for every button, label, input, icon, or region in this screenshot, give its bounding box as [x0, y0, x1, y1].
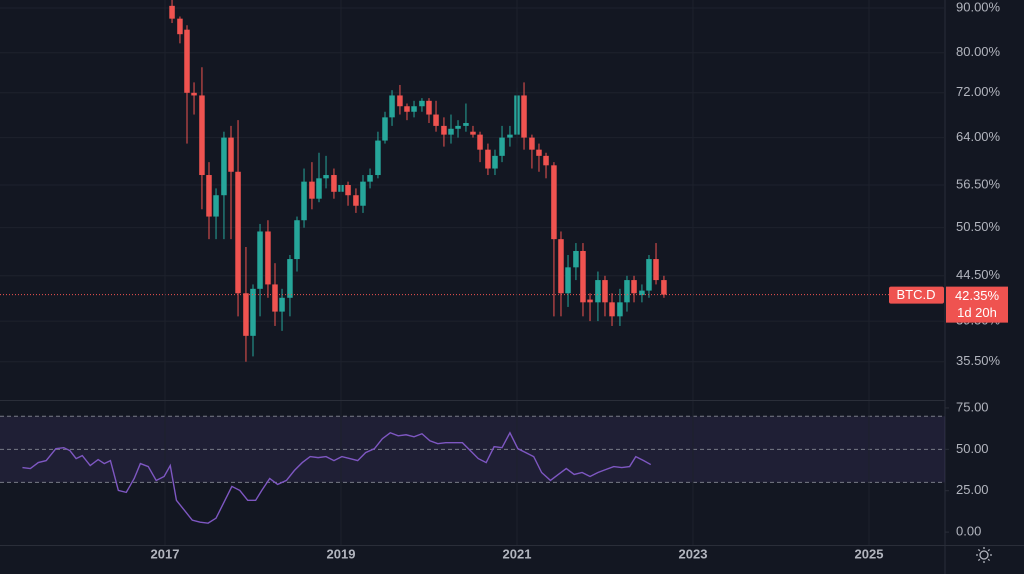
candle-body	[323, 175, 329, 179]
candle-body	[316, 178, 322, 199]
candle-body	[536, 149, 542, 156]
settings-icon[interactable]	[976, 547, 992, 563]
candle-body	[595, 280, 601, 303]
candle-body	[477, 134, 483, 150]
candle-body	[375, 140, 381, 176]
candle-body	[609, 302, 615, 317]
candle-body	[191, 92, 197, 96]
y-tick-label: 44.50%	[956, 267, 1001, 282]
candle-body	[565, 267, 571, 294]
candle-body	[411, 106, 417, 112]
candle-body	[265, 231, 271, 285]
candle-body	[294, 220, 300, 260]
candle-body	[573, 250, 579, 268]
candle-body	[558, 239, 564, 294]
candle-body	[631, 280, 637, 294]
candle-body	[499, 137, 505, 156]
candle-body	[199, 95, 205, 176]
candle-body	[331, 175, 337, 192]
candle-body	[382, 117, 388, 141]
candle-body	[529, 137, 535, 150]
candle-body	[661, 280, 667, 295]
candle-body	[639, 290, 645, 296]
candle-body	[543, 155, 549, 166]
candle-body	[177, 18, 183, 35]
candle-body	[602, 280, 608, 303]
x-tick-label: 2017	[151, 546, 180, 561]
candle-body	[404, 106, 410, 112]
candle-body	[243, 293, 249, 336]
candle-body	[580, 250, 586, 303]
rsi-line	[22, 431, 652, 524]
candle-body	[367, 175, 373, 182]
rsi-pane	[0, 401, 945, 545]
candle-body	[448, 128, 454, 135]
candle-body	[272, 284, 278, 312]
candle-body	[470, 131, 476, 135]
price-tag	[946, 286, 1008, 323]
y-tick-label: 50.50%	[956, 219, 1001, 234]
candle-body	[617, 302, 623, 317]
candle-body	[521, 95, 527, 138]
y-tick-label: 0.00	[956, 524, 981, 539]
candle-body	[287, 259, 293, 298]
candle-body	[309, 181, 315, 199]
countdown-label: 1d 20h	[957, 305, 997, 320]
candle-body	[228, 137, 234, 172]
candle-body	[360, 181, 366, 206]
price-tag-label: 42.35%	[955, 288, 1000, 303]
y-tick-label: 50.00	[956, 441, 989, 456]
x-tick-label: 2025	[855, 546, 884, 561]
y-tick-label: 80.00%	[956, 44, 1001, 59]
y-tick-label: 25.00	[956, 482, 989, 497]
axes: 35.50%39.50%44.50%50.50%56.50%64.00%72.0…	[151, 0, 1008, 561]
candle-body	[624, 280, 630, 303]
candle-body	[257, 231, 263, 289]
candle-body	[485, 149, 491, 169]
candle-body	[646, 259, 652, 291]
y-tick-label: 35.50%	[956, 353, 1001, 368]
candle-body	[653, 259, 659, 281]
candle-body	[235, 171, 241, 294]
x-tick-label: 2019	[327, 546, 356, 561]
x-tick-label: 2023	[679, 546, 708, 561]
candle-body	[301, 181, 307, 221]
candle-body	[426, 100, 432, 115]
candle-body	[221, 137, 227, 196]
y-tick-label: 72.00%	[956, 84, 1001, 99]
candle-body	[397, 95, 403, 107]
candle-body	[419, 100, 425, 107]
candle-body	[587, 299, 593, 303]
candle-body	[507, 134, 513, 138]
candle-body	[213, 195, 219, 217]
y-tick-label: 56.50%	[956, 176, 1001, 191]
candle-body	[353, 195, 359, 206]
settings-icon-core[interactable]	[979, 550, 989, 560]
candle-body	[492, 155, 498, 169]
symbol-tag-label: BTC.D	[897, 287, 936, 302]
candle-body	[279, 297, 285, 312]
candle-body	[455, 125, 461, 129]
price-pane	[0, 0, 945, 400]
candle-body	[441, 125, 447, 135]
candle-body	[463, 123, 469, 126]
y-tick-label: 75.00	[956, 399, 989, 414]
y-tick-label: 64.00%	[956, 129, 1001, 144]
candle-body	[184, 29, 190, 93]
candle-body	[169, 5, 175, 19]
y-tick-label: 90.00%	[956, 0, 1001, 14]
symbol-tag	[889, 286, 944, 304]
candle-body	[345, 184, 351, 196]
candle-body	[206, 175, 212, 217]
x-tick-label: 2021	[503, 546, 532, 561]
candle-body	[551, 165, 557, 240]
settings-icon-rays[interactable]	[976, 547, 992, 563]
candle-body	[389, 95, 395, 118]
candle-body	[433, 114, 439, 126]
candle-body	[250, 288, 256, 336]
